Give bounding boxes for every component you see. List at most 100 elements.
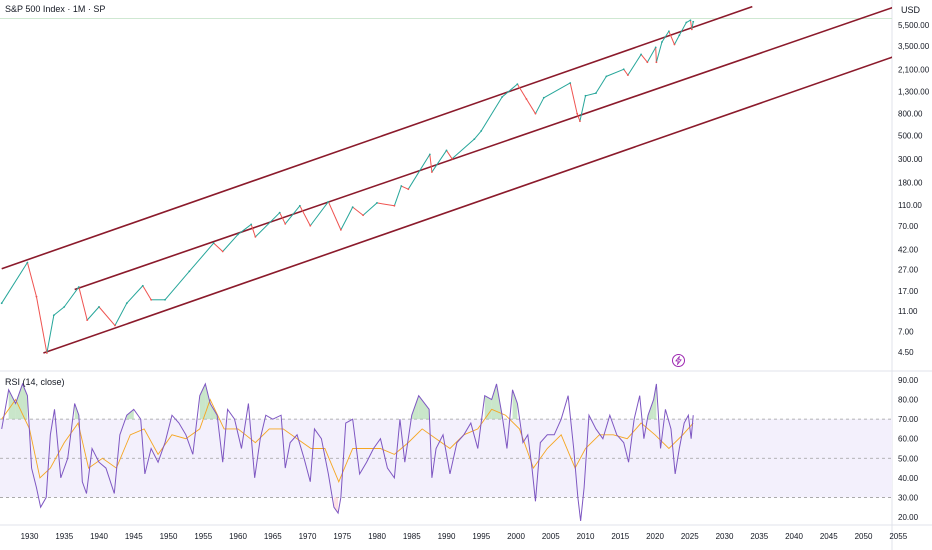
price-point	[685, 21, 688, 24]
price-point	[400, 185, 403, 187]
price-point	[668, 30, 670, 33]
price-point	[63, 305, 66, 308]
price-point	[678, 34, 681, 37]
price-series-layer	[0, 19, 695, 354]
rsi-indicator-label[interactable]: RSI (14, close)	[5, 377, 65, 387]
price-point	[654, 46, 657, 49]
price-point	[579, 120, 581, 123]
time-tick-label: 1955	[194, 532, 212, 541]
time-tick-label: 1960	[229, 532, 247, 541]
price-point	[690, 28, 693, 31]
rsi-tick-label: 50.00	[898, 454, 919, 463]
price-segment	[668, 31, 675, 45]
trend-channel-layer[interactable]	[1, 0, 919, 354]
price-tick-label: 27.00	[898, 266, 919, 275]
rsi-overbought-fill	[653, 383, 657, 420]
price-segment	[569, 82, 578, 114]
time-tick-label: 1980	[368, 532, 386, 541]
price-segment	[627, 54, 642, 76]
rsi-oversold-fill	[333, 497, 339, 514]
price-segment	[678, 22, 687, 36]
price-segment	[655, 41, 663, 63]
price-point	[376, 202, 378, 204]
rsi-series-layer	[1, 382, 694, 521]
rsi-overbought-fill	[418, 395, 430, 420]
rsi-tick-label: 40.00	[898, 474, 919, 483]
price-point	[250, 223, 253, 226]
price-segment	[451, 138, 475, 160]
price-point	[576, 112, 579, 115]
rsi-tick-label: 70.00	[898, 415, 919, 424]
price-point	[86, 319, 89, 322]
time-tick-label: 2020	[646, 532, 664, 541]
price-point	[542, 96, 545, 99]
lightning-bolt-icon	[675, 356, 682, 365]
time-tick-label: 2005	[542, 532, 560, 541]
chart-title: S&P 500 Index · 1M · SP	[5, 4, 106, 14]
price-segment	[585, 92, 597, 97]
rsi-overbought-fill	[484, 395, 492, 420]
price-segment	[284, 205, 301, 225]
time-tick-label: 2000	[507, 532, 525, 541]
time-tick-label: 1990	[438, 532, 456, 541]
price-tick-label: 7.00	[898, 328, 914, 337]
price-point	[114, 324, 116, 327]
price-segment	[579, 95, 586, 122]
price-point	[150, 298, 153, 301]
price-segment	[126, 285, 144, 304]
time-tick-label: 2055	[889, 532, 907, 541]
price-segment	[352, 206, 364, 216]
price-point	[407, 188, 410, 191]
price-segment	[86, 306, 100, 321]
price-segment	[222, 234, 239, 252]
price-point	[661, 41, 663, 43]
price-point	[451, 157, 453, 160]
price-point	[237, 233, 239, 236]
price-segment	[250, 224, 256, 238]
price-point	[640, 53, 642, 56]
price-segment	[78, 286, 88, 321]
currency-label[interactable]: USD	[901, 5, 921, 15]
price-point	[445, 149, 448, 152]
price-segment	[689, 20, 693, 30]
price-point	[569, 82, 572, 84]
price-point	[164, 298, 166, 301]
price-segment	[46, 315, 55, 354]
price-tick-label: 110.00	[898, 201, 922, 210]
rsi-tick-label: 20.00	[898, 513, 919, 522]
price-point	[0, 302, 3, 305]
time-tick-label: 2050	[855, 532, 873, 541]
trend-channel-line[interactable]	[1, 5, 753, 270]
price-segment	[63, 286, 80, 308]
price-segment	[98, 306, 116, 326]
time-tick-label: 2045	[820, 532, 838, 541]
price-segment	[407, 154, 431, 190]
price-segment	[255, 212, 281, 238]
price-point	[26, 261, 29, 264]
price-tick-label: 180.00	[898, 178, 923, 187]
price-segment	[1, 262, 28, 304]
price-point	[309, 224, 312, 227]
price-segment	[340, 206, 354, 231]
price-segment	[164, 270, 190, 301]
trend-channel-line[interactable]	[43, 48, 919, 354]
price-point	[327, 200, 330, 203]
time-tick-label: 1950	[160, 532, 178, 541]
price-segment	[299, 205, 311, 226]
price-segment	[595, 76, 607, 94]
time-tick-label: 1940	[90, 532, 108, 541]
time-tick-label: 1985	[403, 532, 421, 541]
price-segment	[473, 130, 482, 140]
flash-icon[interactable]	[672, 354, 685, 367]
price-segment	[655, 47, 657, 63]
price-segment	[327, 201, 342, 231]
price-segment	[279, 212, 286, 225]
price-segment	[606, 68, 624, 77]
price-tick-label: 70.00	[898, 222, 919, 231]
time-tick-label: 2010	[577, 532, 595, 541]
price-segment	[376, 202, 395, 207]
price-segment	[431, 150, 447, 173]
trend-channel-line[interactable]	[74, 0, 919, 291]
